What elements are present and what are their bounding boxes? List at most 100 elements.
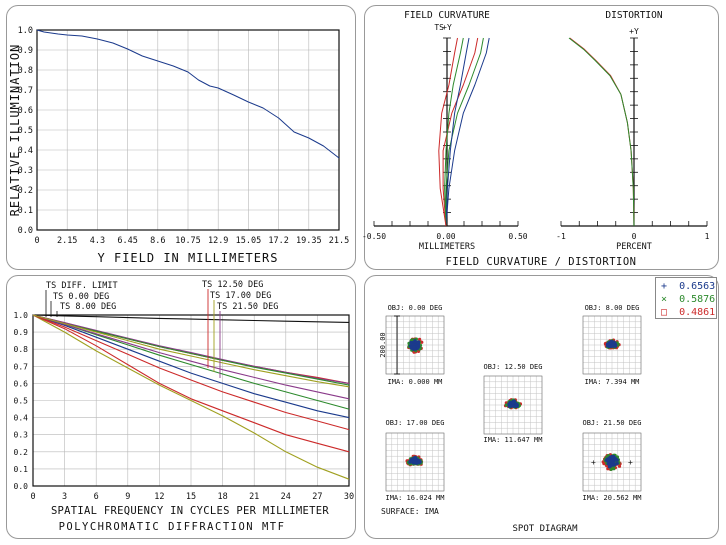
spot-ima-label: IMA: 11.647 MM	[483, 436, 542, 444]
ri-x-tick-label: 8.6	[150, 236, 165, 246]
mtf-x-tick-label: 30	[344, 492, 354, 502]
mtf-y-tick-label: 0.7	[14, 362, 29, 371]
ri-y-tick-label: 0.2	[18, 186, 33, 196]
mtf-legend-label: TS 8.00 DEG	[60, 302, 116, 312]
spot-ray-point	[606, 459, 610, 464]
spot-box-frame	[385, 432, 445, 492]
mtf-y-tick-label: 0.1	[14, 465, 29, 474]
ri-x-tick-label: 10.75	[175, 236, 201, 246]
wavelength-symbol: ×	[661, 294, 668, 305]
ri-y-tick-label: 0.1	[18, 206, 33, 216]
spot-ray-point	[608, 340, 612, 345]
mtf-x-tick-label: 12	[154, 492, 164, 502]
mtf-x-tick-label: 9	[125, 492, 130, 502]
mtf-y-tick-label: 0.2	[14, 448, 29, 457]
ri-x-tick-label: 6.45	[117, 236, 137, 246]
mtf-y-tick-label: 1.0	[14, 311, 29, 320]
fc-x-tick-label: -0.50	[362, 232, 386, 241]
mtf-x-tick-label: 15	[186, 492, 196, 502]
ri-x-tick-label: 21.5	[329, 236, 349, 246]
mtf-x-tick-label: 3	[62, 492, 67, 502]
mtf-legend-label: TS 0.00 DEG	[53, 292, 109, 302]
spot-ray-point	[609, 464, 613, 468]
panel-relative-illumination	[6, 5, 356, 270]
mtf-curve	[32, 314, 350, 388]
spot-ray-point	[617, 464, 622, 468]
spot-box-frame	[483, 375, 543, 435]
wavelength-symbol: □	[661, 307, 668, 318]
spot-obj-label: OBJ: 21.50 DEG	[582, 419, 641, 427]
mtf-y-tick-label: 0.6	[14, 379, 29, 388]
dist-x-axis-label: PERCENT	[616, 242, 652, 252]
spot-ray-point	[409, 340, 413, 345]
spot-ray-point	[606, 462, 610, 466]
fc-curve	[445, 37, 484, 226]
fc-curve	[442, 37, 479, 227]
mtf-x-axis-label: SPATIAL FREQUENCY IN CYCLES PER MILLIMET…	[51, 505, 329, 517]
fc-curve	[438, 37, 458, 227]
spot-ray-point	[409, 346, 414, 350]
mtf-legend-label: TS 21.50 DEG	[217, 302, 278, 312]
fc-curve	[445, 37, 490, 227]
spot-box-frame	[582, 432, 642, 492]
fc-curve	[444, 37, 464, 227]
wavelength-value: 0.4861	[679, 307, 716, 318]
ri-x-tick-label: 12.9	[208, 236, 228, 246]
ri-y-axis-label: RELATIVE ILLUMINATION	[8, 44, 22, 217]
spot-ray-point	[417, 459, 421, 463]
wavelength-value: 0.6563	[679, 281, 716, 292]
spot-ray-point	[416, 346, 420, 350]
spot-ray-point	[409, 460, 413, 464]
spot-ray-point	[606, 344, 610, 348]
ri-x-tick-label: 4.3	[90, 236, 105, 246]
mtf-x-tick-label: 21	[249, 492, 259, 502]
wavelength-legend-row: × 0.5876	[661, 293, 715, 306]
ri-x-tick-label: 15.05	[236, 236, 262, 246]
wavelength-legend-row: □ 0.4861	[661, 306, 715, 319]
spot-obj-label: OBJ: 8.00 DEG	[585, 304, 640, 312]
ri-x-axis-label: Y FIELD IN MILLIMETERS	[98, 251, 279, 265]
mtf-legend-label: TS 12.50 DEG	[202, 280, 263, 290]
spot-ray-point	[416, 341, 420, 345]
mtf-legend-label: TS DIFF. LIMIT	[46, 281, 118, 291]
spot-ima-label: IMA: 20.562 MM	[582, 494, 641, 502]
spot-ray-point	[609, 459, 613, 463]
ri-x-tick-label: 17.2	[268, 236, 288, 246]
spot-ray-point	[614, 458, 618, 462]
ri-y-tick-label: 0.3	[18, 166, 33, 176]
mtf-curve	[32, 314, 350, 419]
ri-y-tick-label: 0.0	[18, 226, 33, 236]
ri-x-tick-label: 0	[34, 236, 39, 246]
ri-y-tick-label: 0.8	[18, 66, 33, 76]
spot-obj-label: OBJ: 0.00 DEG	[388, 304, 443, 312]
mtf-y-tick-label: 0.0	[14, 482, 29, 491]
spot-obj-label: OBJ: 17.00 DEG	[385, 419, 444, 427]
spot-box-frame	[385, 315, 445, 375]
wavelength-legend: + 0.6563 × 0.5876 □ 0.4861	[655, 277, 717, 319]
ri-y-tick-label: 0.4	[18, 146, 33, 156]
dist-x-tick-label: 1	[705, 232, 710, 241]
spot-box-frame	[582, 315, 642, 375]
spot-ima-label: IMA: 0.000 MM	[388, 378, 443, 386]
spot-outlier-point: +	[591, 458, 596, 467]
fc-dist-bottom-label: FIELD CURVATURE / DISTORTION	[445, 256, 636, 268]
mtf-plot-frame	[32, 314, 350, 487]
spot-ray-point	[508, 400, 512, 404]
ri-y-tick-label: 0.7	[18, 86, 33, 96]
spot-ray-point	[411, 457, 415, 461]
spot-ray-point	[511, 401, 515, 405]
fc-x-axis-label: MILLIMETERS	[419, 242, 475, 252]
ri-y-tick-label: 1.0	[18, 26, 33, 36]
spot-ray-point	[515, 402, 519, 406]
mtf-y-tick-label: 0.9	[14, 328, 29, 337]
ri-y-tick-label: 0.5	[18, 126, 33, 136]
mtf-curve	[32, 314, 350, 386]
mtf-curve	[32, 314, 350, 480]
mtf-x-tick-label: 0	[30, 492, 35, 502]
spot-ray-point	[611, 455, 615, 459]
spot-ima-label: IMA: 16.024 MM	[385, 494, 444, 502]
panel-spot-diagram	[364, 275, 719, 539]
mtf-x-tick-label: 27	[312, 492, 322, 502]
ri-x-tick-label: 19.35	[296, 236, 322, 246]
fc-x-tick-label: 0.50	[508, 232, 527, 241]
